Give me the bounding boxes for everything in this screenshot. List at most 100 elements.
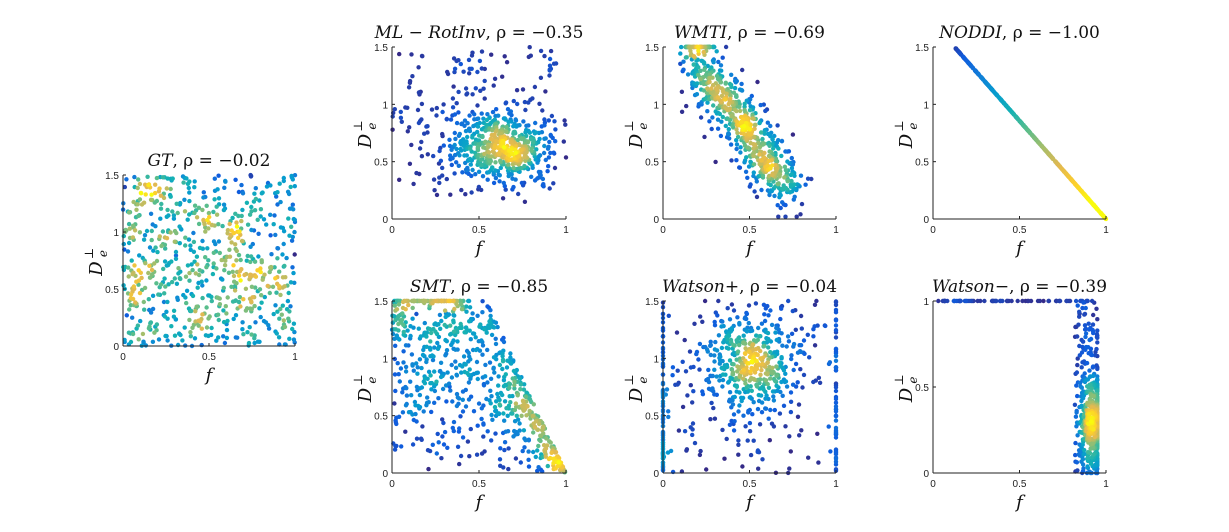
data-point xyxy=(235,335,240,340)
y-tick-label: 1 xyxy=(653,100,659,111)
data-point xyxy=(724,436,729,442)
data-point xyxy=(721,340,726,345)
data-point xyxy=(148,197,154,202)
data-point xyxy=(537,171,543,177)
data-point xyxy=(535,427,541,432)
data-point xyxy=(1075,433,1080,438)
data-point xyxy=(292,252,297,257)
data-point xyxy=(450,105,456,110)
data-point xyxy=(737,390,742,395)
data-point xyxy=(291,337,297,342)
data-point xyxy=(702,61,707,66)
data-point xyxy=(503,117,508,122)
data-point xyxy=(477,120,482,126)
data-point xyxy=(771,398,777,403)
data-point xyxy=(692,440,698,446)
data-point xyxy=(1089,415,1094,420)
data-point xyxy=(501,339,507,345)
data-point xyxy=(745,369,750,374)
data-point xyxy=(509,151,515,156)
data-point xyxy=(533,454,538,460)
data-point xyxy=(771,394,776,399)
data-point xyxy=(190,325,195,330)
data-point xyxy=(430,442,435,447)
data-point xyxy=(722,456,727,461)
data-point xyxy=(237,229,242,234)
data-point xyxy=(276,335,282,340)
data-point xyxy=(448,388,453,393)
data-point xyxy=(681,67,686,72)
data-point xyxy=(502,440,508,445)
x-tick-label: 1 xyxy=(292,352,298,363)
subplot-title: SMT, ρ = −0.85 xyxy=(410,277,548,297)
data-point xyxy=(141,299,146,305)
data-point xyxy=(216,317,221,323)
data-point xyxy=(687,349,693,354)
data-point xyxy=(202,221,207,227)
data-point xyxy=(665,450,671,455)
data-point xyxy=(768,407,773,413)
data-point xyxy=(443,383,449,388)
data-point xyxy=(425,152,430,157)
data-point xyxy=(465,439,471,444)
data-point xyxy=(132,174,137,180)
data-point xyxy=(275,309,280,314)
data-point xyxy=(460,364,465,369)
data-point xyxy=(717,68,723,73)
data-point xyxy=(199,326,204,331)
data-point xyxy=(705,109,710,114)
data-point xyxy=(761,387,766,392)
data-point xyxy=(702,134,707,140)
data-point xyxy=(493,175,499,181)
data-point xyxy=(239,213,244,219)
data-point xyxy=(174,201,179,206)
data-point xyxy=(203,229,208,234)
data-point xyxy=(485,347,490,353)
data-point xyxy=(724,91,729,96)
subplot-title: GT, ρ = −0.02 xyxy=(148,151,271,171)
data-point xyxy=(723,81,728,86)
data-point xyxy=(264,184,270,189)
data-point xyxy=(199,279,204,284)
data-point xyxy=(222,268,227,273)
data-point xyxy=(223,304,228,309)
data-point xyxy=(698,76,703,82)
data-point xyxy=(749,359,754,364)
data-point xyxy=(833,346,839,351)
data-point xyxy=(779,355,784,360)
data-point xyxy=(183,295,188,300)
data-point xyxy=(540,176,546,182)
data-point xyxy=(443,337,448,343)
data-point xyxy=(409,52,414,57)
data-point xyxy=(759,187,764,193)
data-point xyxy=(502,399,508,404)
data-point xyxy=(1074,370,1080,375)
data-point xyxy=(132,263,137,268)
data-point xyxy=(709,126,714,132)
data-point xyxy=(533,157,538,162)
data-point xyxy=(280,303,285,308)
data-point xyxy=(497,397,502,403)
data-point xyxy=(506,446,511,451)
title-rho-value: −0.04 xyxy=(785,277,837,297)
data-point xyxy=(519,413,524,418)
data-point xyxy=(236,213,241,219)
x-tick-label: 0 xyxy=(930,225,936,236)
data-point xyxy=(730,402,736,407)
x-tick-label: 0.5 xyxy=(743,225,757,236)
data-point xyxy=(529,148,534,154)
data-point xyxy=(139,275,144,281)
data-point xyxy=(429,380,434,386)
data-point xyxy=(261,217,267,222)
data-point xyxy=(440,417,445,422)
data-point xyxy=(291,321,297,326)
data-point xyxy=(392,107,397,112)
data-point xyxy=(258,214,263,219)
data-point xyxy=(712,359,717,364)
data-point xyxy=(684,103,689,109)
x-tick-label: 0.5 xyxy=(202,352,216,363)
data-point xyxy=(396,414,402,419)
data-point xyxy=(515,154,520,159)
data-point xyxy=(718,358,723,363)
title-rho-label: , ρ = xyxy=(1002,23,1048,43)
